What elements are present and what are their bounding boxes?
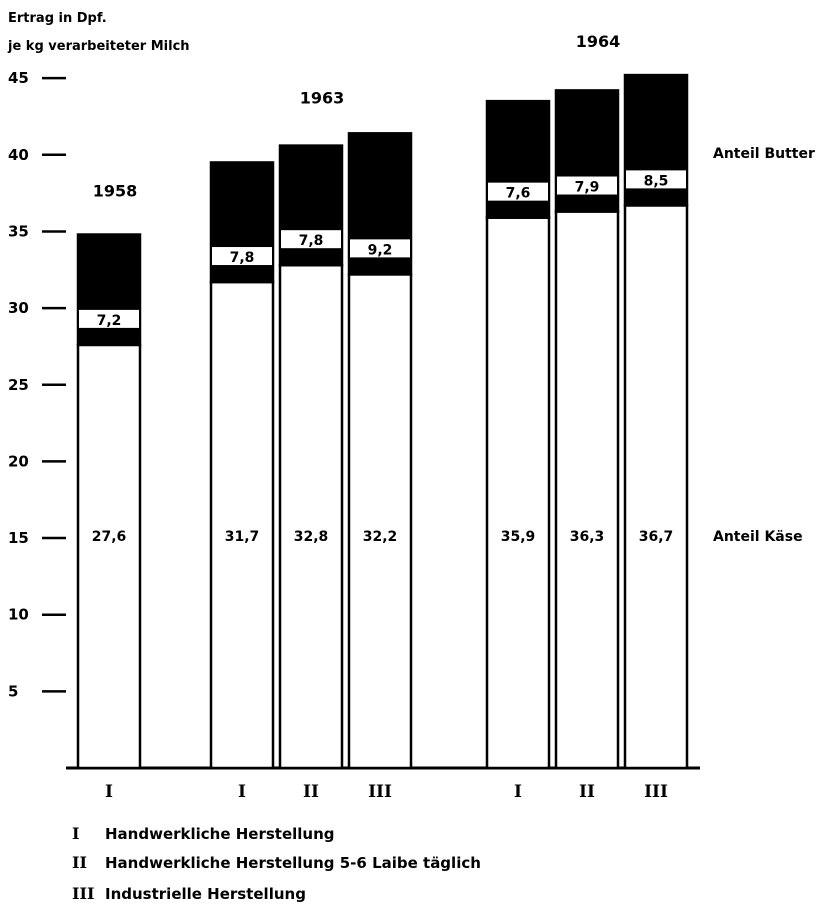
bar-butter-label-box <box>486 180 550 203</box>
bar-cheese-segment <box>209 280 275 770</box>
legend-text: Handwerkliche Herstellung <box>105 825 335 843</box>
bar-cheese-segment <box>485 216 551 770</box>
y-axis-label-line1: Ertrag in Dpf. <box>8 11 107 26</box>
butter-value-label: 8,5 <box>644 173 669 189</box>
legend: I Handwerkliche Herstellung II Handwerklich… <box>72 824 481 903</box>
y-tick-label: 40 <box>8 146 29 164</box>
cheese-value-label: 27,6 <box>92 529 127 545</box>
legend-number: II <box>72 853 87 872</box>
butter-value-label: 7,9 <box>575 180 600 196</box>
legend-text: Industrielle Herstellung <box>105 885 306 903</box>
bar-cheese-segment <box>347 273 413 770</box>
bar-cheese-segment <box>554 210 620 770</box>
y-axis-label-line2: je kg verarbeiteter Milch <box>7 39 190 54</box>
butter-value-label: 7,6 <box>506 186 531 202</box>
category-label: I <box>514 782 522 802</box>
bar-labels: 7,227,6I19587,831,7I7,832,8II9,232,2III1… <box>92 32 674 802</box>
y-tick-label: 10 <box>8 606 29 624</box>
cheese-value-label: 32,8 <box>294 529 329 545</box>
cheese-value-label: 35,9 <box>501 529 536 545</box>
bar-butter-label-box <box>210 245 274 268</box>
group-year-label: 1964 <box>576 32 621 51</box>
butter-value-label: 7,8 <box>230 250 255 266</box>
group-year-label: 1958 <box>93 182 138 201</box>
bar-butter-label-box <box>77 307 141 330</box>
category-label: II <box>579 782 595 802</box>
y-tick-label: 30 <box>8 299 29 317</box>
bar-butter-label-box <box>555 174 619 197</box>
bar-cheese-segment <box>278 263 344 770</box>
bar-butter-label-box <box>279 228 343 251</box>
y-tick-label: 5 <box>8 682 18 700</box>
bar-butter-label-box <box>624 168 688 191</box>
y-tick-label: 25 <box>8 376 29 394</box>
category-label: II <box>303 782 319 802</box>
y-tick-label: 45 <box>8 69 29 87</box>
cheese-value-label: 36,3 <box>570 529 605 545</box>
category-label: III <box>644 782 668 802</box>
series-label-butter: Anteil Butter <box>713 146 815 162</box>
cheese-value-label: 31,7 <box>225 529 260 545</box>
bar-butter-label-box <box>348 237 412 260</box>
y-tick-label: 15 <box>8 529 29 547</box>
cheese-value-label: 32,2 <box>363 529 398 545</box>
y-tick-label: 20 <box>8 452 29 470</box>
legend-text: Handwerkliche Herstellung 5-6 Laibe tägl… <box>105 854 481 872</box>
group-year-label: 1963 <box>300 88 345 107</box>
bars <box>76 73 689 770</box>
legend-number: III <box>72 884 94 903</box>
butter-value-label: 7,8 <box>299 233 324 249</box>
category-label: I <box>238 782 246 802</box>
y-tick-label: 35 <box>8 222 29 240</box>
y-axis: 5 10 15 20 25 30 35 40 45 <box>8 69 66 700</box>
series-label-cheese: Anteil Käse <box>713 529 803 545</box>
bar-cheese-segment <box>623 204 689 770</box>
cheese-value-label: 36,7 <box>639 529 674 545</box>
category-label: III <box>368 782 392 802</box>
bar-cheese-segment <box>76 343 142 770</box>
legend-number: I <box>72 824 79 843</box>
butter-value-label: 7,2 <box>97 313 122 329</box>
category-label: I <box>105 782 113 802</box>
butter-value-label: 9,2 <box>368 242 393 258</box>
